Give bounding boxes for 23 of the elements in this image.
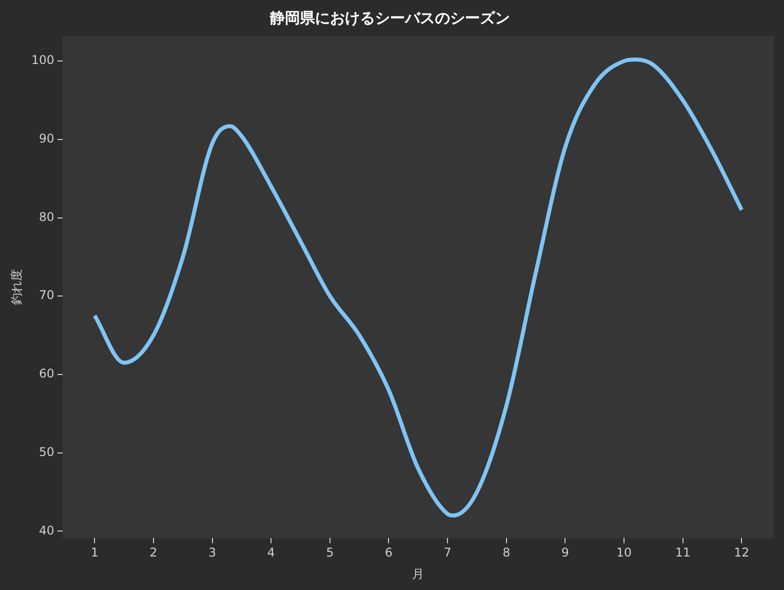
x-tick-label: 10 <box>616 546 632 560</box>
x-tick-label: 6 <box>384 546 393 560</box>
x-tick-label: 7 <box>444 546 452 560</box>
x-tick-label: 1 <box>90 546 98 560</box>
x-tick-label: 5 <box>326 546 334 560</box>
x-tick-label: 2 <box>150 546 158 560</box>
y-tick-label: 80 <box>39 210 54 224</box>
y-tick-label: 50 <box>39 444 54 459</box>
x-tick-label: 8 <box>502 546 510 560</box>
chart-title: 静岡県におけるシーバスのシーズン <box>269 8 510 27</box>
y-tick-label: 70 <box>39 288 54 302</box>
y-tick-label: 100 <box>31 53 54 68</box>
line-series <box>92 58 744 518</box>
x-tick-label: 11 <box>675 546 690 560</box>
y-tick-label: 90 <box>39 132 54 146</box>
x-tick-label: 3 <box>208 546 216 560</box>
x-tick-label: 4 <box>267 546 275 560</box>
x-tick-label: 9 <box>561 546 570 560</box>
y-tick-label: 40 <box>39 523 54 538</box>
y-tick-label: 60 <box>39 366 54 381</box>
x-axis-title: 月 <box>412 566 424 581</box>
y-axis-title: 釣れ度 <box>9 269 24 306</box>
x-tick-label: 12 <box>734 546 750 560</box>
